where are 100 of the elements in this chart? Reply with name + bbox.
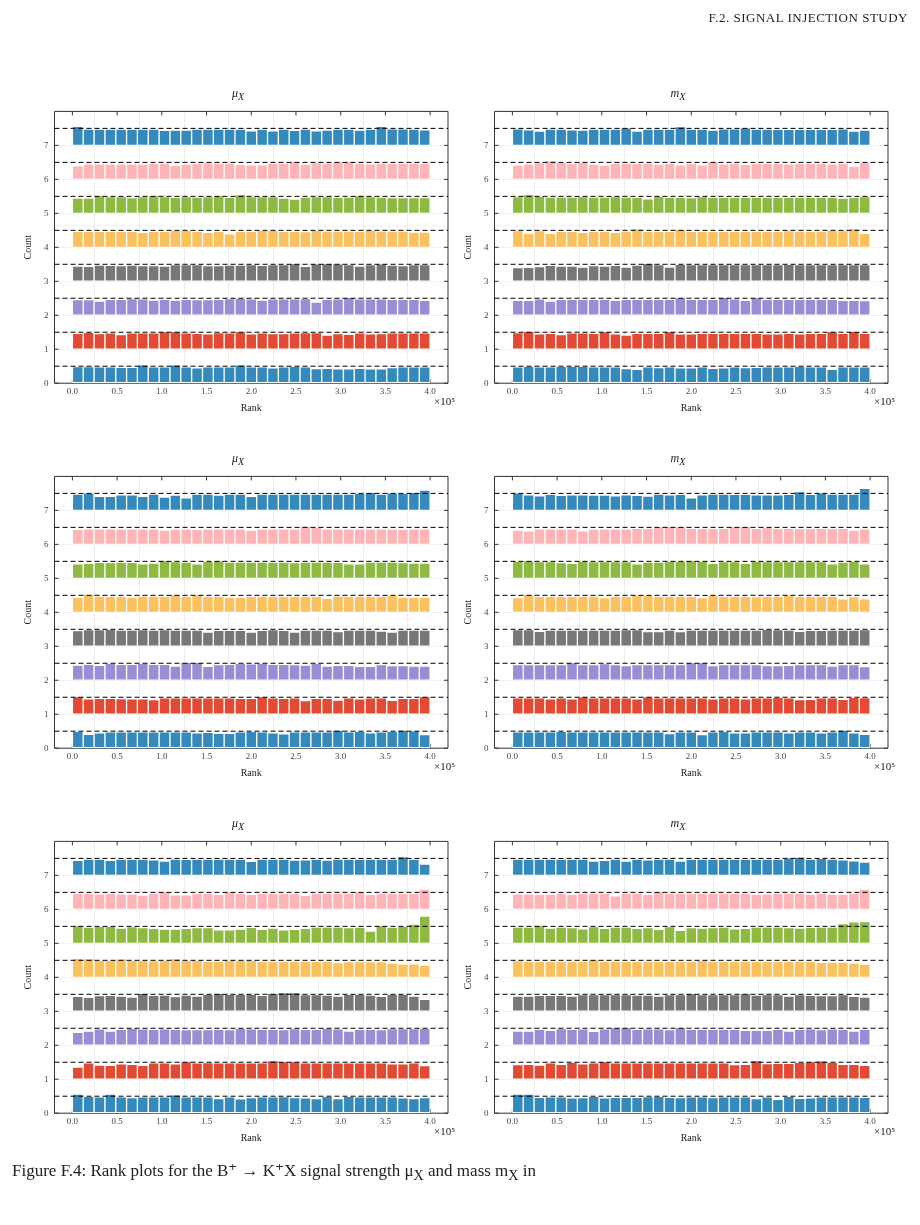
- y-tick-label: 0: [484, 377, 489, 388]
- x-tick-label: 0.0: [66, 750, 79, 761]
- x-tick-label: 3.0: [335, 750, 347, 761]
- y-tick-label: 4: [44, 606, 49, 617]
- y-tick-label: 0: [484, 1107, 489, 1118]
- x-tick-label: 0.0: [66, 385, 79, 396]
- y-tick-label: 7: [484, 139, 489, 150]
- y-tick-label: 3: [44, 275, 49, 286]
- x-tick-label: 1.0: [596, 1115, 608, 1126]
- x-tick-label: 0.5: [111, 750, 124, 761]
- x-tick-label: 1.0: [156, 385, 168, 396]
- y-tick-label: 6: [484, 173, 489, 184]
- text: F.2. SIGNAL INJECTION STUDY: [708, 10, 908, 26]
- text: ×10⁵: [874, 1125, 896, 1138]
- x-tick-label: 1.5: [200, 385, 213, 396]
- y-tick-label: 5: [484, 207, 489, 218]
- y-tick-label: 3: [484, 1005, 489, 1016]
- chart-title: m$_{X}$: [669, 816, 687, 833]
- y-tick-label: 3: [44, 1005, 49, 1016]
- y-axis-title: Count: [21, 234, 33, 260]
- y-tick-label: 1: [44, 708, 49, 719]
- y-tick-label: 7: [484, 869, 489, 880]
- y-tick-label: 2: [484, 1039, 489, 1050]
- y-tick-label: 5: [484, 937, 489, 948]
- x-tick-label: 2.0: [245, 385, 258, 396]
- x-tick-label: 3.5: [819, 1115, 832, 1126]
- x-tick-label: 4.0: [864, 750, 877, 761]
- x-tick-label: 2.0: [245, 1115, 258, 1126]
- y-tick-label: 7: [44, 139, 49, 150]
- y-tick-label: 6: [44, 538, 49, 549]
- y-axis-title: Count: [21, 964, 33, 990]
- x-axis-title: Rank: [680, 766, 702, 778]
- x-tick-label: 1.5: [200, 750, 213, 761]
- text: ×10⁵: [874, 760, 896, 773]
- y-tick-label: 7: [484, 504, 489, 515]
- x-tick-label: 2.5: [290, 1115, 303, 1126]
- y-tick-label: 4: [44, 241, 49, 252]
- x-tick-label: 1.0: [596, 385, 608, 396]
- x-tick-label: 2.5: [290, 750, 303, 761]
- y-tick-label: 2: [484, 309, 489, 320]
- y-tick-label: 3: [484, 275, 489, 286]
- y-axis-title: Count: [461, 599, 473, 625]
- x-tick-label: 0.0: [66, 1115, 79, 1126]
- x-tick-label: 1.5: [640, 385, 653, 396]
- chart-title: μ$_{X}$: [230, 451, 246, 468]
- x-tick-label: 1.5: [200, 1115, 213, 1126]
- x-tick-label: 3.5: [379, 750, 392, 761]
- y-tick-label: 2: [44, 309, 49, 320]
- chart-title: m$_{X}$: [669, 86, 687, 103]
- y-tick-label: 2: [44, 674, 49, 685]
- x-axis-title: Rank: [680, 401, 702, 413]
- y-tick-label: 1: [484, 1073, 489, 1084]
- y-tick-label: 0: [484, 742, 489, 753]
- y-tick-label: 4: [484, 241, 489, 252]
- y-tick-label: 5: [44, 572, 49, 583]
- x-tick-label: 2.5: [290, 385, 303, 396]
- y-tick-label: 6: [44, 173, 49, 184]
- y-tick-label: 7: [44, 869, 49, 880]
- chart-title: μ$_{X}$: [230, 816, 246, 833]
- x-tick-label: 0.5: [551, 385, 564, 396]
- y-tick-label: 4: [484, 971, 489, 982]
- x-tick-label: 3.0: [775, 1115, 787, 1126]
- y-tick-label: 5: [44, 937, 49, 948]
- chart-title: m$_{X}$: [669, 451, 687, 468]
- x-tick-label: 1.5: [640, 1115, 653, 1126]
- y-tick-label: 6: [484, 538, 489, 549]
- x-tick-label: 0.5: [551, 1115, 564, 1126]
- y-tick-label: 6: [484, 903, 489, 914]
- x-tick-label: 0.5: [111, 385, 124, 396]
- x-axis-title: Rank: [240, 766, 262, 778]
- text: ×10⁵: [434, 760, 456, 773]
- y-tick-label: 7: [44, 504, 49, 515]
- x-tick-label: 4.0: [864, 1115, 877, 1126]
- text: Figure F.4: Rank plots for the B⁺ → K⁺X signal strength μ$_{X}$ and mass m$_{X}$ in: [12, 1160, 538, 1186]
- x-tick-label: 2.0: [685, 1115, 698, 1126]
- x-tick-label: 3.5: [819, 750, 832, 761]
- y-tick-label: 3: [44, 640, 49, 651]
- x-tick-label: 2.0: [245, 750, 258, 761]
- x-tick-label: 4.0: [424, 750, 437, 761]
- x-tick-label: 3.5: [379, 385, 392, 396]
- x-tick-label: 3.5: [379, 1115, 392, 1126]
- y-tick-label: 0: [44, 377, 49, 388]
- x-tick-label: 2.5: [730, 385, 743, 396]
- x-tick-label: 2.0: [685, 385, 698, 396]
- x-tick-label: 2.5: [730, 750, 743, 761]
- x-tick-label: 0.5: [551, 750, 564, 761]
- x-axis-title: Rank: [680, 1131, 702, 1143]
- y-tick-label: 0: [44, 1107, 49, 1118]
- y-tick-label: 1: [484, 343, 489, 354]
- x-tick-label: 1.0: [596, 750, 608, 761]
- y-tick-label: 1: [44, 1073, 49, 1084]
- x-tick-label: 0.0: [506, 750, 519, 761]
- text: ×10⁵: [434, 395, 456, 408]
- x-tick-label: 4.0: [424, 1115, 437, 1126]
- x-tick-label: 2.0: [685, 750, 698, 761]
- x-tick-label: 0.5: [111, 1115, 124, 1126]
- x-tick-label: 3.5: [819, 385, 832, 396]
- y-axis-title: Count: [21, 599, 33, 625]
- y-tick-label: 5: [484, 572, 489, 583]
- y-axis-title: Count: [461, 964, 473, 990]
